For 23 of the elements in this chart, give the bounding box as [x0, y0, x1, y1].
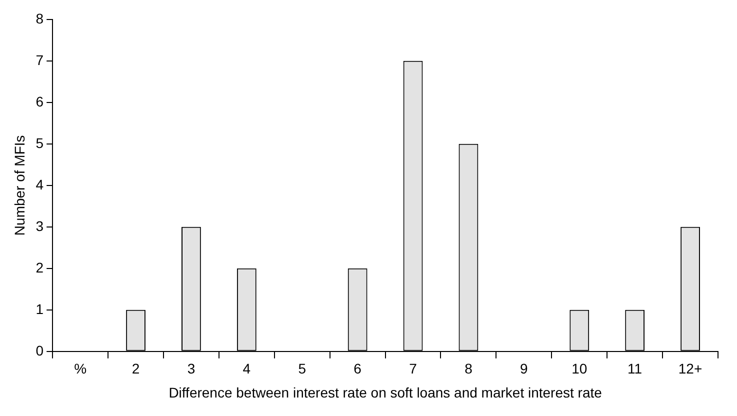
y-tick-label: 3 — [36, 218, 44, 234]
x-tick-label: 2 — [132, 360, 140, 377]
y-tick-label: 5 — [36, 134, 44, 151]
y-axis-title: Number of MFIs — [11, 135, 28, 236]
x-tick-label: 9 — [520, 360, 528, 377]
x-axis-title: Difference between interest rate on soft loans and market interest rate — [168, 384, 602, 400]
x-tick-label: 7 — [409, 360, 418, 377]
x-tick-label: 8 — [464, 360, 473, 377]
y-tick-label: 7 — [36, 52, 44, 68]
y-tick-label: 2 — [36, 259, 44, 276]
y-tick-label: 0 — [36, 342, 44, 358]
x-tick-label: 12+ — [678, 360, 702, 377]
y-tick-label: 4 — [36, 176, 44, 192]
x-tick-label: 10 — [572, 360, 588, 377]
x-tick-label: % — [74, 360, 87, 377]
x-tick-label: 11 — [628, 360, 642, 377]
x-tick-label: 3 — [187, 360, 196, 377]
x-tick-label: 5 — [298, 360, 306, 377]
x-tick-label: 4 — [242, 360, 251, 377]
y-tick-label: 8 — [36, 10, 44, 26]
x-tick-label: 6 — [354, 360, 362, 377]
y-tick-label: 1 — [36, 300, 44, 317]
y-tick-label: 6 — [36, 93, 44, 110]
